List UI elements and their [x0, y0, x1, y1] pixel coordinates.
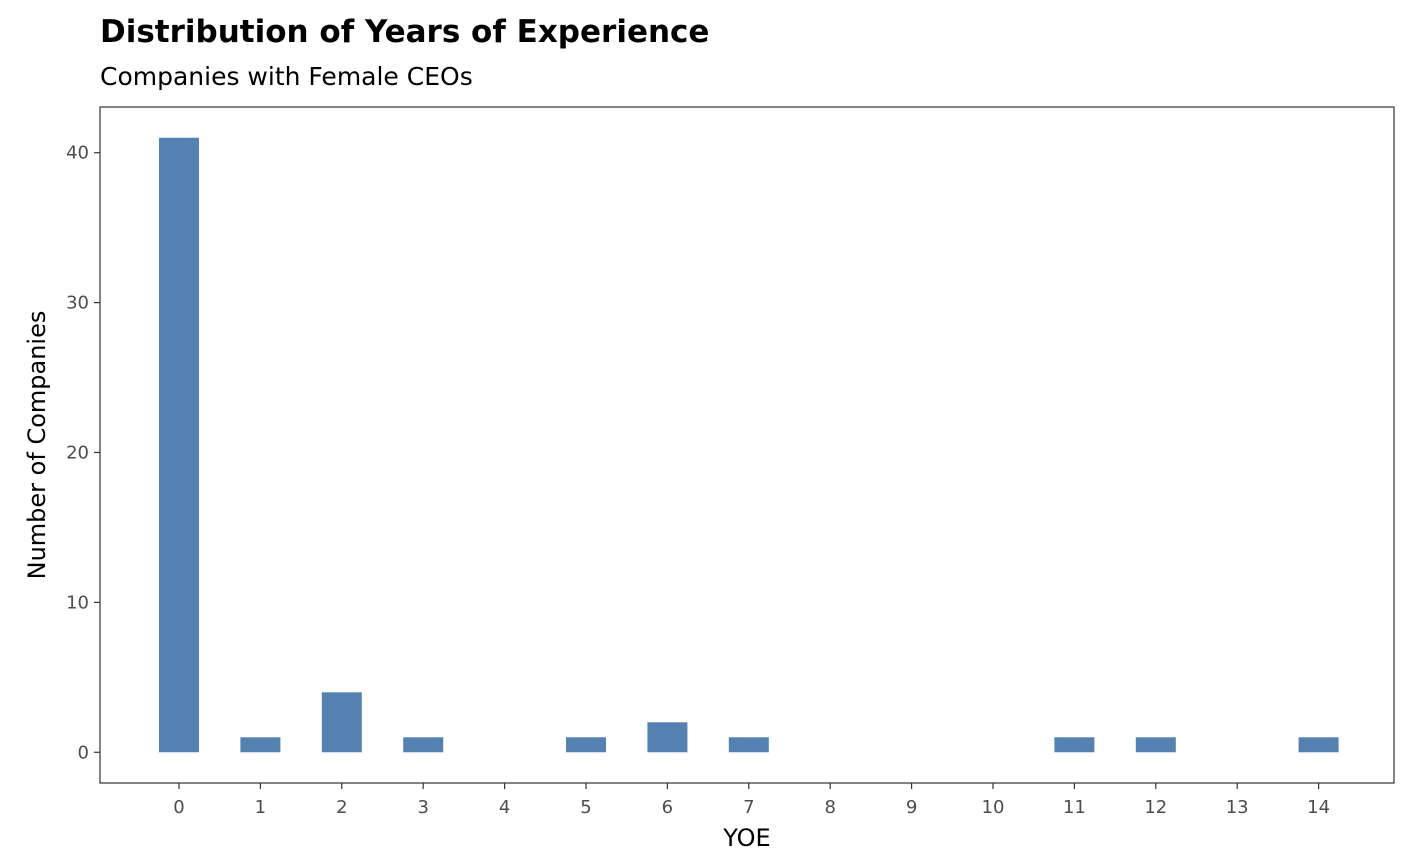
x-tick-label: 7: [743, 797, 754, 818]
plot-panel-border: [99, 106, 1395, 784]
bar-5: [566, 737, 606, 753]
chart-title: Distribution of Years of Experience: [100, 14, 709, 50]
bar-2: [321, 692, 362, 753]
x-tick-label: 12: [1144, 797, 1167, 818]
x-axis: 0 1 2 3 4 5 6 7 8 9 10 11 12 13 14: [173, 783, 1330, 818]
y-axis: 0 10 20 30 40: [66, 143, 100, 763]
y-tick-label: 30: [66, 293, 89, 314]
bar-0: [159, 137, 199, 753]
bar-11: [1054, 737, 1095, 753]
x-tick-label: 11: [1063, 797, 1086, 818]
bars-layer: [159, 137, 1339, 753]
x-tick-label: 1: [255, 797, 266, 818]
x-tick-label: 0: [173, 797, 184, 818]
y-axis-title: Number of Companies: [23, 311, 51, 580]
x-tick-label: 5: [580, 797, 591, 818]
bar-14: [1298, 737, 1339, 753]
y-tick-label: 0: [78, 742, 89, 763]
x-tick-label: 2: [336, 797, 347, 818]
x-tick-label: 14: [1307, 797, 1330, 818]
bar-7: [728, 737, 769, 753]
x-tick-label: 8: [824, 797, 835, 818]
y-tick-label: 10: [66, 592, 89, 613]
chart-subtitle: Companies with Female CEOs: [100, 62, 473, 91]
x-tick-label: 9: [906, 797, 917, 818]
bar-6: [647, 722, 688, 753]
bar-3: [403, 737, 444, 753]
x-tick-label: 10: [982, 797, 1005, 818]
x-tick-label: 4: [499, 797, 510, 818]
y-tick-label: 20: [66, 442, 89, 463]
x-tick-label: 6: [662, 797, 673, 818]
x-axis-title: YOE: [722, 824, 770, 852]
x-tick-label: 13: [1226, 797, 1249, 818]
bar-1: [240, 737, 281, 753]
y-tick-label: 40: [66, 143, 89, 164]
x-tick-label: 3: [417, 797, 428, 818]
bar-12: [1135, 737, 1176, 753]
